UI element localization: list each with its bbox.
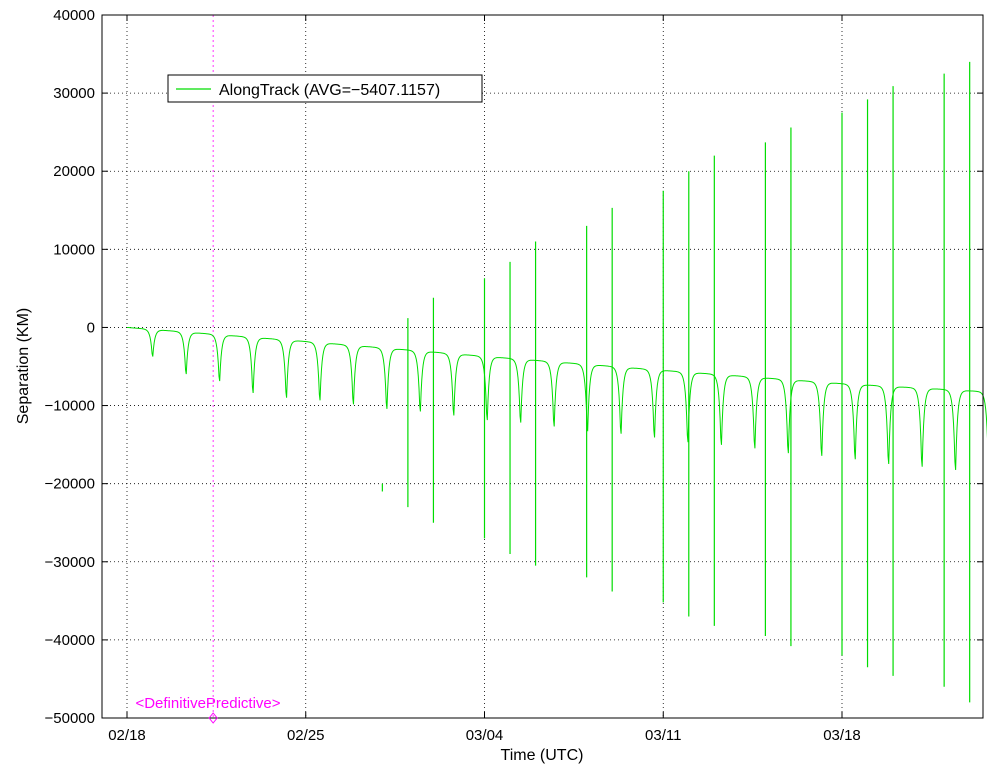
y-tick-label: −10000 — [45, 398, 95, 415]
y-axis-title: Separation (KM) — [15, 308, 32, 425]
grid — [102, 15, 983, 718]
boundary-label: <DefinitivePredictive> — [135, 695, 280, 712]
y-tick-label: 40000 — [53, 7, 95, 24]
y-tick-label: 30000 — [53, 85, 95, 102]
series-line-alongtrack — [126, 326, 987, 471]
y-tick-label: 10000 — [53, 241, 95, 258]
y-tick-label: −50000 — [45, 710, 95, 727]
x-tick-label: 03/18 — [823, 727, 861, 744]
y-tick-label: 20000 — [53, 163, 95, 180]
y-tick-label: 0 — [87, 319, 95, 336]
legend-label: AlongTrack (AVG=−5407.1157) — [219, 82, 440, 99]
x-tick-label: 02/25 — [287, 727, 325, 744]
legend-box — [167, 74, 483, 103]
y-axis: 40000 30000 20000 10000 0 −10000 −20000 −30000 −… — [45, 7, 983, 727]
y-tick-label: −20000 — [45, 476, 95, 493]
x-tick-label: 03/11 — [645, 727, 681, 744]
series-layer — [126, 61, 987, 703]
plot-frame — [101, 14, 984, 719]
x-tick-label: 02/18 — [108, 727, 146, 744]
y-tick-label: −30000 — [45, 554, 95, 571]
x-axis-title: Time (UTC) — [501, 747, 584, 764]
legend: AlongTrack (AVG=−5407.1157) — [167, 74, 483, 103]
x-tick-label: 03/04 — [466, 727, 504, 744]
boundary-marker — [208, 712, 218, 724]
x-axis: 02/18 02/25 03/04 03/11 03/18 — [108, 15, 861, 744]
y-tick-label: −40000 — [45, 632, 95, 649]
